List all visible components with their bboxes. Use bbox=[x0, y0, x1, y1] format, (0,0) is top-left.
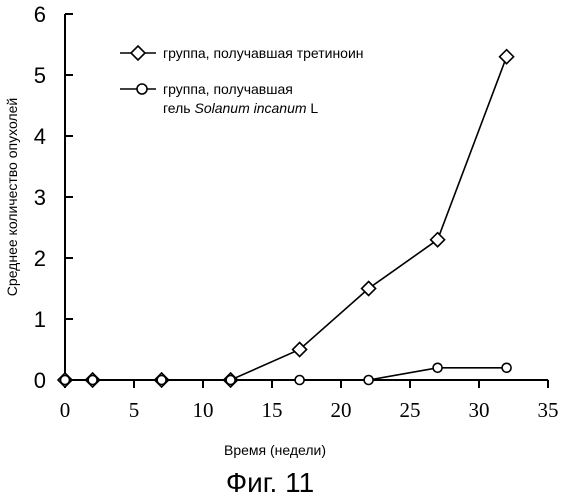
y-tick-label: 6 bbox=[34, 2, 46, 27]
data-point-circle bbox=[226, 376, 235, 385]
y-tick-label: 4 bbox=[34, 124, 46, 149]
data-point-circle bbox=[88, 376, 97, 385]
legend-item-solanum: группа, получавшая гель Solanum incanum … bbox=[120, 81, 318, 116]
data-point-circle bbox=[502, 363, 511, 372]
x-tick-label: 5 bbox=[129, 398, 140, 422]
legend-label-solanum-prefix: гель bbox=[163, 100, 194, 116]
x-axis-ticks: 0 5 10 15 20 25 30 35 bbox=[60, 380, 559, 422]
series-circle bbox=[61, 363, 512, 384]
legend: группа, получавшая третиноин группа, пол… bbox=[120, 45, 364, 116]
x-tick-label: 10 bbox=[193, 398, 214, 422]
legend-label-solanum-suffix: L bbox=[307, 100, 319, 116]
figure-caption: Фиг. 11 bbox=[226, 467, 314, 498]
y-axis-title: Среднее количество опухолей bbox=[4, 98, 20, 296]
y-tick-label: 0 bbox=[34, 368, 46, 393]
y-tick-label: 1 bbox=[34, 307, 46, 332]
data-point-diamond bbox=[431, 233, 445, 247]
data-point-diamond bbox=[500, 50, 514, 64]
legend-item-tretinoin: группа, получавшая третиноин bbox=[120, 45, 364, 61]
x-tick-label: 0 bbox=[60, 398, 71, 422]
y-tick-label: 3 bbox=[34, 185, 46, 210]
data-point-circle bbox=[61, 376, 70, 385]
legend-label-solanum-line1: группа, получавшая bbox=[163, 81, 293, 97]
y-tick-label: 2 bbox=[34, 246, 46, 271]
x-tick-label: 20 bbox=[331, 398, 352, 422]
x-tick-label: 25 bbox=[400, 398, 421, 422]
x-tick-label: 15 bbox=[262, 398, 283, 422]
legend-circle-marker bbox=[137, 84, 147, 94]
legend-label-solanum-line2: гель Solanum incanum L bbox=[163, 100, 318, 116]
data-point-circle bbox=[295, 376, 304, 385]
x-tick-label: 35 bbox=[538, 398, 559, 422]
legend-label-tretinoin: группа, получавшая третиноин bbox=[163, 45, 364, 61]
x-tick-label: 30 bbox=[469, 398, 490, 422]
x-axis-title: Время (недели) bbox=[224, 442, 326, 458]
legend-diamond-marker bbox=[131, 46, 145, 60]
data-point-circle bbox=[364, 376, 373, 385]
y-axis: 0 1 2 3 4 5 6 bbox=[34, 2, 73, 393]
legend-label-solanum-italic: Solanum incanum bbox=[194, 100, 306, 116]
data-point-circle bbox=[433, 363, 442, 372]
data-point-circle bbox=[157, 376, 166, 385]
y-tick-label: 5 bbox=[34, 63, 46, 88]
x-axis: 0 5 10 15 20 25 30 35 bbox=[60, 380, 559, 422]
y-axis-ticks: 0 1 2 3 4 5 6 bbox=[34, 2, 73, 393]
